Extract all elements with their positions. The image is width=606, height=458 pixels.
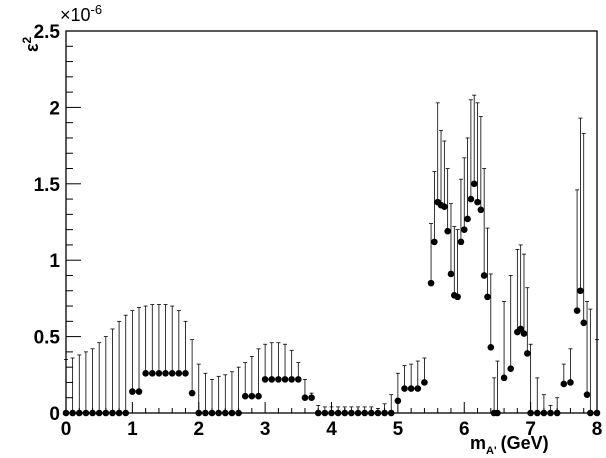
- data-point: [470, 180, 478, 188]
- data-point: [188, 389, 196, 397]
- y-tick-label: 0: [49, 404, 60, 425]
- y-axis-ticks: 0 0.5 1 1.5 2 2.5: [34, 22, 81, 425]
- y-tick-label: 2.5: [34, 22, 61, 43]
- data-point: [431, 238, 438, 246]
- x-axis-title: mA' (GeV): [470, 433, 549, 457]
- x-tick-label: 4: [326, 419, 337, 440]
- x-tick-label: 0: [61, 419, 72, 440]
- data-point: [394, 397, 402, 405]
- x-tick-label: 5: [393, 419, 404, 440]
- data-point: [500, 374, 508, 382]
- data-point: [454, 293, 461, 301]
- data-point: [135, 388, 143, 395]
- x-tick-label: 6: [459, 419, 470, 440]
- x-tick-label: 8: [592, 419, 603, 440]
- data-point: [414, 385, 422, 392]
- data-point: [148, 369, 156, 377]
- data-point: [241, 392, 249, 400]
- x-tick-label: 2: [193, 419, 204, 440]
- data-point: [255, 392, 262, 400]
- data-point: [467, 195, 475, 203]
- x-tick-label: 3: [260, 419, 271, 440]
- data-point: [517, 325, 524, 333]
- data-point: [168, 369, 176, 377]
- data-point: [520, 330, 528, 337]
- data-point: [288, 376, 295, 383]
- data-point: [182, 369, 189, 377]
- data-point: [507, 365, 515, 372]
- data-point: [447, 270, 455, 278]
- y-tick-label: 1: [49, 251, 60, 272]
- y-axis-multiplier: ×10-6: [60, 2, 102, 25]
- data-point: [261, 376, 269, 383]
- data-point: [155, 369, 163, 377]
- data-point: [567, 379, 574, 386]
- data-point: [268, 376, 276, 383]
- data-point: [142, 369, 149, 377]
- y-axis-title: ε2: [20, 36, 42, 52]
- data-point: [457, 238, 465, 246]
- data-point: [444, 227, 451, 235]
- data-point: [464, 215, 471, 223]
- data-point: [460, 226, 468, 233]
- data-point: [560, 380, 568, 388]
- data-point: [477, 206, 485, 214]
- data-point: [248, 392, 256, 400]
- y-tick-label: 1.5: [34, 175, 61, 196]
- x-tick-label: 7: [525, 419, 536, 440]
- data-point: [295, 376, 302, 383]
- data-point: [301, 394, 309, 402]
- data-point: [427, 279, 435, 287]
- x-axis-ticks: 0 1 2 3 4 5 6 7 8: [61, 402, 603, 440]
- data-point: [583, 391, 591, 398]
- y-tick-label: 2: [49, 98, 60, 119]
- x-tick-label: 1: [127, 419, 138, 440]
- data-point: [162, 369, 169, 377]
- data-point: [421, 379, 428, 386]
- y-tick-label: 0.5: [34, 328, 61, 349]
- data-point: [129, 388, 136, 395]
- data-point: [275, 376, 282, 383]
- data-point: [487, 343, 495, 351]
- data-point: [524, 350, 531, 357]
- data-point: [407, 385, 415, 392]
- data-point: [480, 272, 488, 279]
- data-point: [474, 198, 481, 206]
- data-point: [580, 319, 588, 327]
- data-point: [484, 293, 491, 301]
- data-points: [62, 180, 601, 417]
- data-point: [441, 203, 448, 211]
- data-point: [175, 369, 183, 377]
- data-point: [308, 394, 315, 402]
- error-bars: [64, 94, 599, 413]
- data-point: [577, 287, 584, 295]
- data-point: [573, 307, 581, 314]
- data-point: [401, 385, 408, 392]
- data-point: [281, 376, 289, 383]
